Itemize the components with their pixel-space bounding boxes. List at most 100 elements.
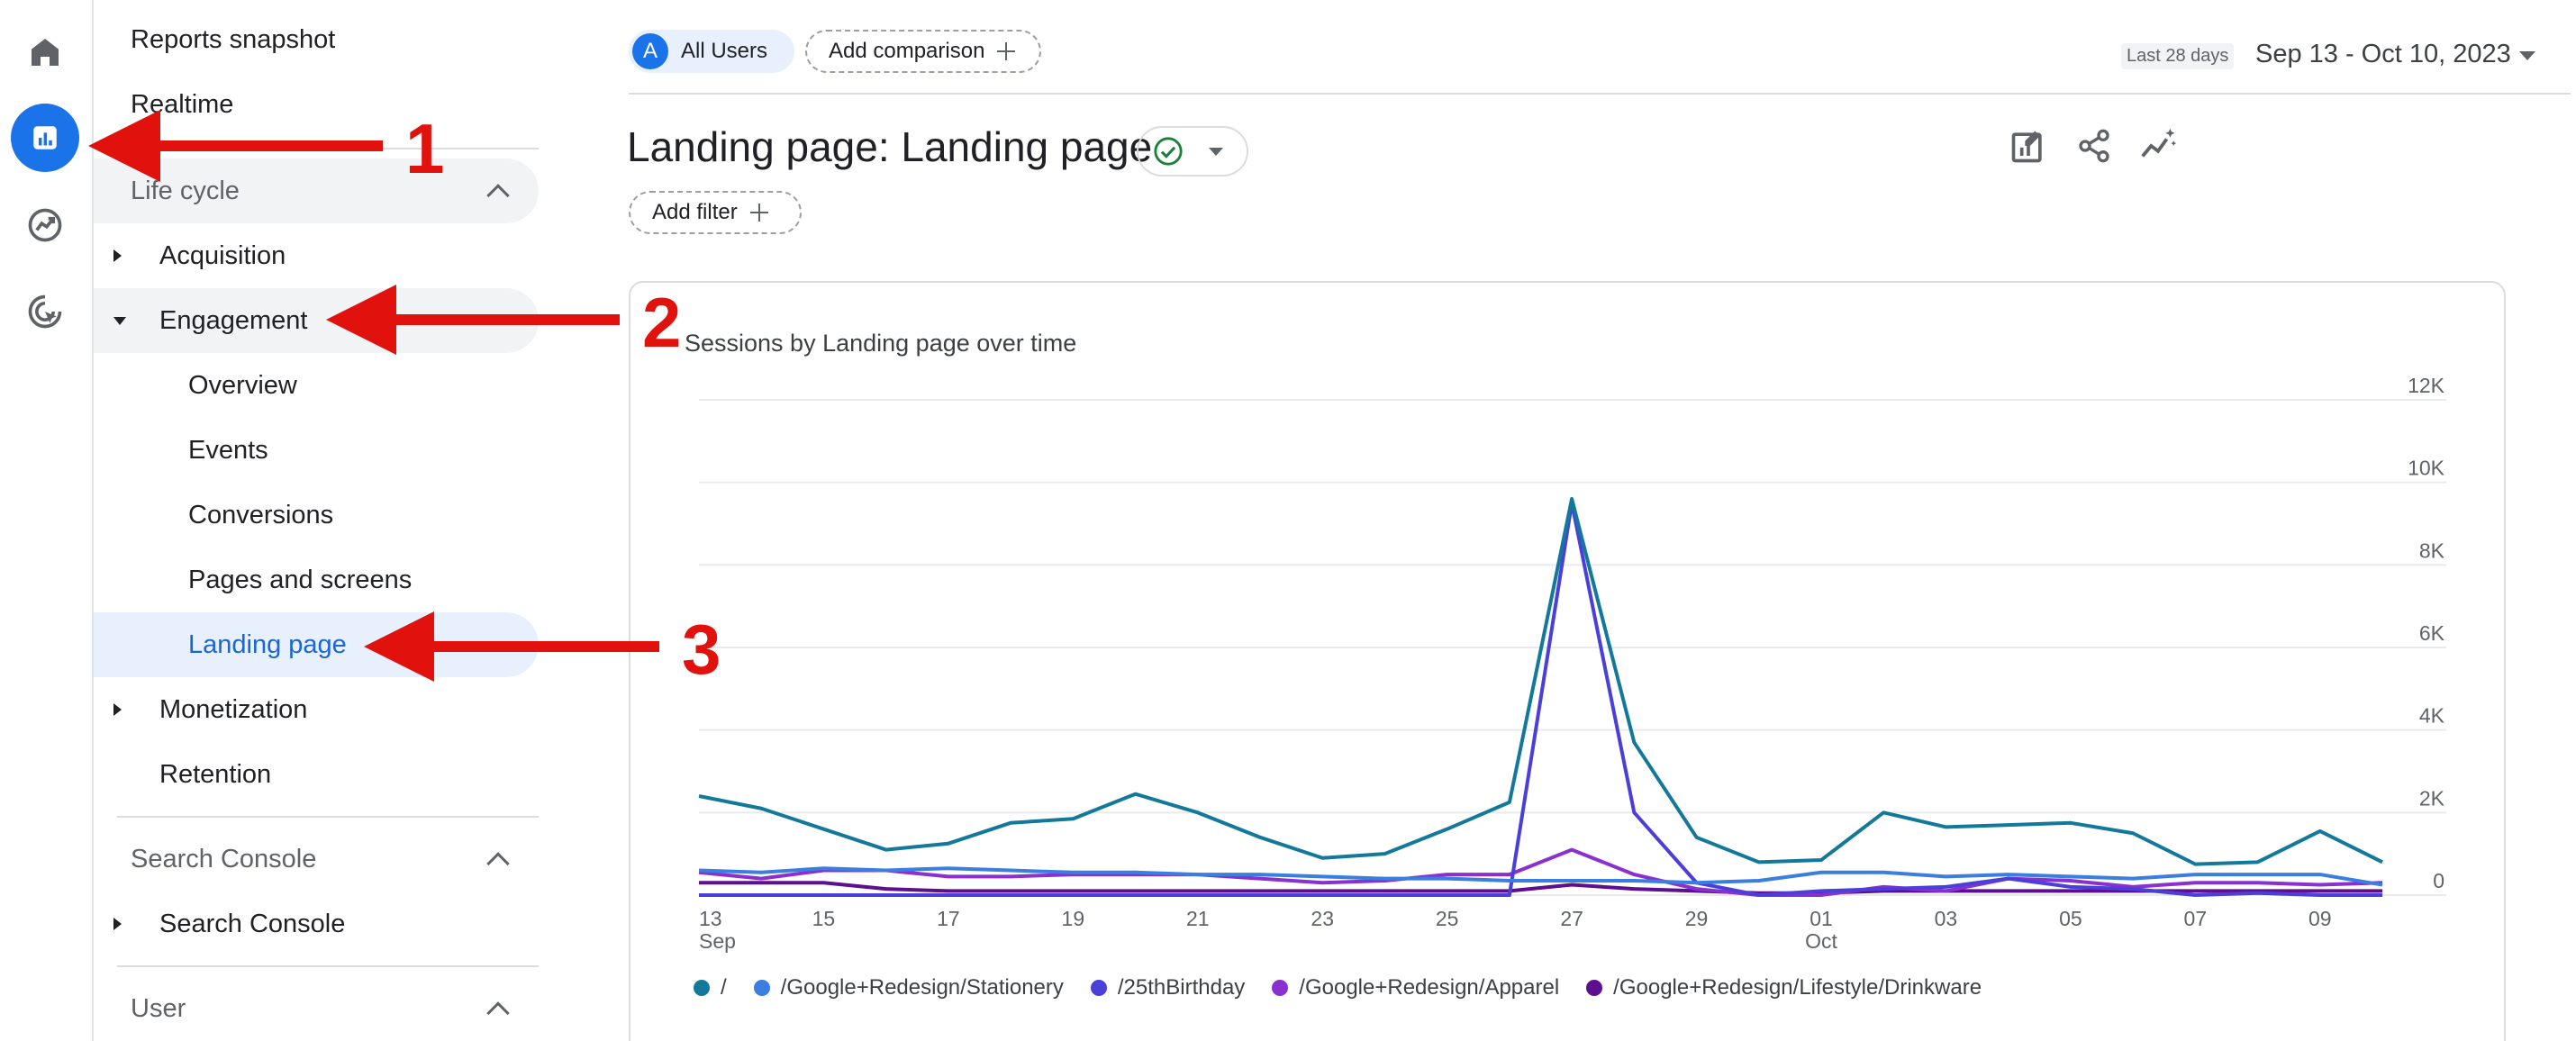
nav-acquisition[interactable]: Acquisition: [94, 223, 539, 288]
x-axis-tick-label: 27: [1560, 907, 1583, 930]
date-range-picker[interactable]: Sep 13 - Oct 10, 2023: [2255, 40, 2511, 68]
header-divider: [629, 93, 2571, 95]
chart-title: Sessions by Landing page over time: [685, 330, 1077, 357]
nav-reports-snapshot[interactable]: Reports snapshot: [94, 7, 539, 72]
nav-retention[interactable]: Retention: [94, 742, 539, 807]
series-line[interactable]: [699, 881, 2382, 895]
nav-landing-page[interactable]: Landing page: [94, 612, 539, 677]
legend-item[interactable]: /Google+Redesign/Stationery: [753, 975, 1064, 1000]
legend-label: /25thBirthday: [1117, 975, 1246, 1000]
nav-search-console[interactable]: Search Console: [94, 892, 539, 956]
explore-icon[interactable]: [11, 191, 79, 259]
legend-item[interactable]: /Google+Redesign/Apparel: [1272, 975, 1559, 1000]
chart-legend: / /Google+Redesign/Stationery/25thBirthda…: [694, 975, 2009, 1000]
add-comparison-button[interactable]: Add comparison: [805, 30, 1041, 73]
legend-item[interactable]: /25thBirthday: [1090, 975, 1246, 1000]
legend-item[interactable]: /: [694, 975, 727, 1000]
legend-label: /Google+Redesign/Stationery: [780, 975, 1064, 1000]
nav-section-user[interactable]: User: [94, 976, 539, 1041]
nav-monetization[interactable]: Monetization: [94, 677, 539, 742]
chevron-up-icon: [486, 852, 510, 875]
add-filter-button[interactable]: Add filter: [629, 191, 802, 234]
left-rail: [0, 0, 94, 1041]
nav-divider: [117, 148, 539, 149]
legend-label: /: [721, 975, 727, 1000]
caret-right-icon: [113, 703, 122, 716]
series-line[interactable]: [698, 497, 2383, 866]
nav-events-label: Events: [188, 435, 268, 465]
x-axis-tick-label: 05: [2059, 907, 2082, 930]
series-line[interactable]: [698, 847, 2383, 897]
legend-dot-icon: [1090, 980, 1107, 996]
y-axis-tick-label: 10K: [2408, 457, 2445, 480]
plus-icon: [997, 42, 1016, 60]
y-axis-tick-label: 12K: [2408, 374, 2445, 397]
nav-lifecycle-label: Life cycle: [131, 176, 240, 205]
nav-user-section-label: User: [131, 993, 186, 1023]
all-users-label: All Users: [681, 39, 768, 63]
advertising-icon[interactable]: [11, 277, 79, 346]
nav-realtime-label: Realtime: [131, 89, 234, 119]
x-axis-tick-label: 09: [2308, 907, 2332, 930]
legend-item[interactable]: /Google+Redesign/Lifestyle/Drinkware: [1586, 975, 1982, 1000]
nav-realtime[interactable]: Realtime: [94, 72, 539, 137]
audience-avatar: A: [632, 33, 668, 69]
x-axis-tick-label: 07: [2184, 907, 2208, 930]
nav-section-lifecycle[interactable]: Life cycle: [94, 158, 539, 223]
nav-overview[interactable]: Overview: [94, 353, 539, 418]
x-axis-tick-label: 23: [1311, 907, 1334, 930]
x-axis-tick-label: 13: [699, 907, 722, 930]
nav-pages-and-screens-label: Pages and screens: [188, 565, 413, 594]
insights-icon[interactable]: [2136, 124, 2180, 167]
nav-section-search-console[interactable]: Search Console: [94, 827, 539, 892]
chevron-up-icon: [486, 184, 510, 207]
caret-right-icon: [113, 918, 122, 930]
nav-overview-label: Overview: [188, 370, 297, 400]
x-axis-tick-label: 17: [937, 907, 960, 930]
nav-lifecycle-section-bg: [94, 158, 539, 223]
nav-pages-and-screens[interactable]: Pages and screens: [94, 548, 539, 612]
x-axis-tick-label: 03: [1935, 907, 1958, 930]
nav-acquisition-label: Acquisition: [159, 240, 286, 270]
y-axis-tick-label: 8K: [2419, 539, 2445, 562]
caret-down-icon: [1209, 147, 1223, 156]
legend-label: /Google+Redesign/Apparel: [1299, 975, 1560, 1000]
report-status-dropdown[interactable]: [1137, 126, 1248, 177]
y-axis-tick-label: 6K: [2419, 621, 2445, 645]
series-line[interactable]: [698, 866, 2383, 887]
share-icon[interactable]: [2073, 124, 2116, 167]
legend-dot-icon: [1586, 980, 1603, 996]
y-axis-tick-label: 4K: [2419, 704, 2445, 728]
all-users-chip[interactable]: A All Users: [629, 30, 794, 73]
x-axis-month-label: Oct: [1805, 929, 1837, 953]
caret-down-icon[interactable]: [2519, 51, 2535, 60]
y-axis-tick-label: 0: [2433, 869, 2444, 892]
x-axis-tick-label: 01: [1810, 907, 1833, 930]
x-axis-tick-label: 19: [1062, 907, 1085, 930]
plus-icon: [749, 204, 768, 222]
nav-events[interactable]: Events: [94, 418, 539, 483]
nav-divider: [117, 816, 539, 818]
x-axis-month-label: Sep: [699, 929, 736, 953]
caret-right-icon: [113, 249, 122, 262]
annotation-number-3: 3: [682, 610, 721, 689]
nav-search-console-section-label: Search Console: [131, 844, 317, 874]
nav-retention-label: Retention: [159, 759, 272, 789]
legend-dot-icon: [1272, 980, 1289, 996]
add-filter-label: Add filter: [652, 200, 738, 224]
nav-landing-page-label: Landing page: [188, 629, 347, 659]
home-icon[interactable]: [11, 18, 79, 86]
nav-conversions[interactable]: Conversions: [94, 483, 539, 548]
annotation-number-2: 2: [642, 283, 682, 362]
reports-icon[interactable]: [11, 104, 79, 172]
series-line[interactable]: [699, 501, 2382, 897]
nav-engagement[interactable]: Engagement: [94, 288, 539, 353]
x-axis-tick-label: 25: [1436, 907, 1459, 930]
nav-divider: [117, 965, 539, 967]
caret-down-icon: [113, 317, 126, 325]
date-preset-badge: Last 28 days: [2121, 43, 2235, 69]
customize-report-icon[interactable]: [2007, 124, 2050, 167]
main-content: A All Users Add comparison Last 28 days …: [544, 0, 2576, 1041]
legend-dot-icon: [753, 980, 770, 996]
